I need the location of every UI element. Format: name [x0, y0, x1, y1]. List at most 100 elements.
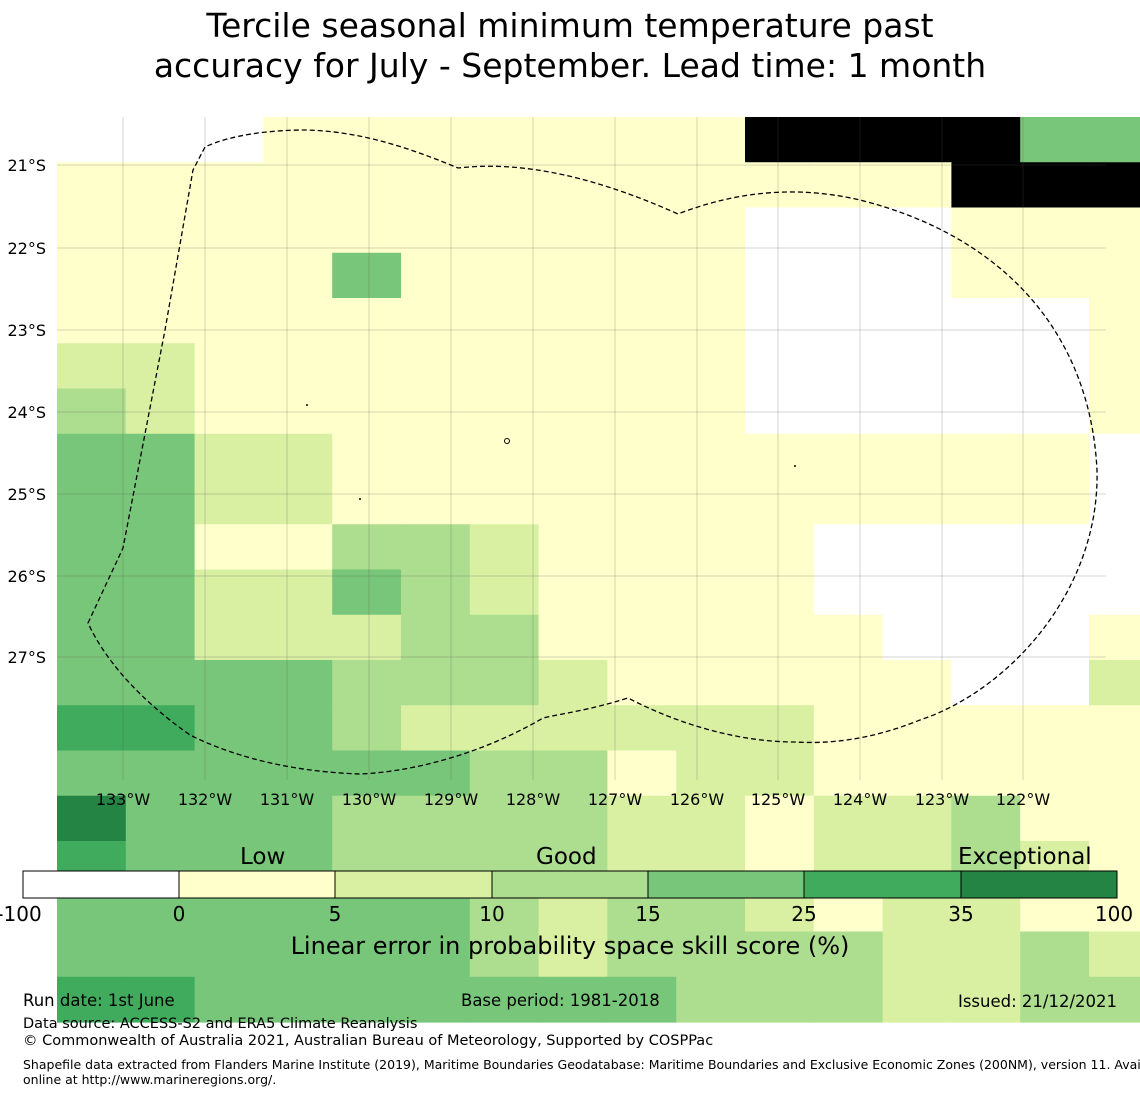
grid-cell — [745, 569, 815, 616]
colorbar-category-good: Good — [536, 844, 597, 870]
grid-cell — [57, 207, 127, 254]
grid-cell — [951, 705, 1021, 752]
latitude-label: 26°S — [7, 567, 46, 586]
grid-cell — [538, 705, 608, 752]
grid-cell — [469, 388, 540, 435]
grid-cell — [57, 614, 127, 661]
grid-cell — [194, 433, 264, 480]
grid-cell — [882, 162, 952, 209]
grid-cell — [263, 252, 333, 299]
colorbar-segment — [492, 871, 648, 898]
grid-cell — [676, 750, 746, 797]
grid-cell — [263, 750, 333, 797]
grid-cell — [125, 569, 196, 616]
grid-cell — [951, 479, 1021, 525]
island-marker — [359, 498, 361, 500]
grid-cell — [194, 795, 264, 842]
grid-cell — [469, 207, 540, 254]
copyright: © Commonwealth of Australia 2021, Austra… — [23, 1033, 714, 1049]
grid-cell — [1089, 660, 1140, 706]
grid-cell — [1020, 750, 1090, 797]
colorbar-category-low: Low — [240, 844, 286, 870]
grid-cell — [1089, 252, 1140, 299]
grid-cell — [745, 252, 815, 299]
grid-cell — [538, 614, 608, 661]
longitude-label: 125°W — [751, 790, 806, 809]
grid-cell — [469, 614, 540, 661]
grid-cell — [607, 207, 677, 254]
grid-cell — [469, 479, 540, 525]
grid-cell — [1089, 931, 1140, 978]
grid-cell — [401, 162, 471, 209]
grid-cell — [1020, 660, 1090, 706]
colorbar-tick: -100 — [0, 902, 42, 926]
longitude-label: 130°W — [342, 790, 397, 809]
latitude-label: 25°S — [7, 485, 46, 504]
colorbar-segment — [648, 871, 804, 898]
grid-cell — [676, 207, 746, 254]
grid-cell — [1089, 207, 1140, 254]
shapefile-credit-1: Shapefile data extracted from Flanders M… — [23, 1057, 1140, 1072]
grid-cell — [57, 343, 127, 390]
shapefile-credit-2: online at http://www.marineregions.org/. — [23, 1072, 277, 1087]
grid-cell — [401, 795, 471, 842]
grid-cell — [332, 705, 402, 752]
grid-cell — [469, 705, 540, 752]
grid-cell — [813, 162, 884, 209]
longitude-label: 131°W — [260, 790, 315, 809]
grid-cell — [401, 705, 471, 752]
island-marker — [504, 438, 510, 444]
grid-cell — [263, 298, 333, 344]
grid-cell — [401, 750, 471, 797]
grid-cell — [607, 931, 677, 978]
grid-cell — [57, 660, 127, 706]
grid-cell — [882, 705, 952, 752]
grid-cell — [538, 117, 608, 163]
grid-cell — [676, 162, 746, 209]
chart-title: Tercile seasonal minimum temperature pas… — [0, 6, 1140, 86]
grid-cell — [125, 117, 196, 163]
grid-cell — [607, 614, 677, 661]
grid-cell — [951, 117, 1021, 163]
grid-cell — [1020, 343, 1090, 390]
grid-cell — [676, 976, 746, 1023]
grid-cell — [57, 569, 127, 616]
grid-cell — [263, 479, 333, 525]
grid-cell — [1020, 117, 1090, 163]
grid-cell — [57, 976, 127, 1023]
data-source: Data source: ACCESS-S2 and ERA5 Climate … — [23, 1016, 418, 1032]
grid-cell — [676, 524, 746, 571]
grid-cell — [1020, 524, 1090, 571]
grid-cell — [951, 931, 1021, 978]
colorbar-segment — [23, 871, 179, 898]
grid-cell — [813, 117, 884, 163]
grid-cell — [263, 569, 333, 616]
grid-cell — [1020, 162, 1090, 209]
grid-cell — [401, 252, 471, 299]
grid-cell — [745, 524, 815, 571]
grid-cell — [194, 931, 264, 978]
grid-cell — [194, 162, 264, 209]
longitude-label: 133°W — [96, 790, 151, 809]
grid-cell — [813, 207, 884, 254]
grid-cell — [813, 795, 884, 842]
longitude-label: 127°W — [588, 790, 643, 809]
grid-cell — [57, 117, 127, 163]
grid-cell — [676, 479, 746, 525]
latitude-label: 22°S — [7, 239, 46, 258]
grid-cell — [951, 388, 1021, 435]
grid-cell — [813, 569, 884, 616]
grid-cell — [194, 207, 264, 254]
colorbar-tick: 10 — [479, 902, 505, 926]
latitude-label: 21°S — [7, 156, 46, 175]
grid-cell — [813, 252, 884, 299]
island-marker — [794, 465, 796, 467]
grid-cell — [469, 524, 540, 571]
grid-cell — [469, 795, 540, 842]
longitude-label: 123°W — [915, 790, 970, 809]
grid-cell — [1089, 976, 1140, 1023]
island-outlines — [306, 404, 796, 500]
grid-cell — [332, 433, 402, 480]
colorbar-tick: 5 — [328, 902, 342, 926]
